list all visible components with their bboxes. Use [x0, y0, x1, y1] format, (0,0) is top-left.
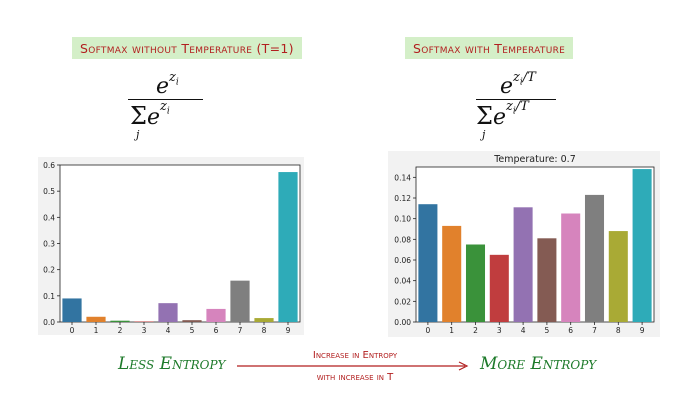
x-tick-label: 5: [545, 326, 550, 335]
arrow-caption-bottom: with increase in T: [316, 372, 394, 383]
bar-8: [608, 231, 628, 322]
chart-panel-with-temperature: Temperature: 0.7 0.00 0.02 0.04 0.06 0.08 0.10…: [388, 151, 660, 337]
x-tick-label: 1: [449, 326, 454, 335]
bar-3: [134, 321, 154, 322]
y-tick-label: 0.06: [394, 256, 411, 265]
bar-3: [489, 254, 509, 322]
bar-6: [206, 308, 226, 322]
x-tick-label: 0: [426, 326, 431, 335]
formula-denominator: Σezi/T j: [476, 98, 529, 141]
y-tick-label: 0.2: [43, 266, 55, 275]
x-tick-label: 4: [166, 326, 171, 335]
arrow-caption-top: Increase in Entropy: [312, 350, 398, 361]
banner-softmax-with-temperature: Softmax with Temperature: [405, 37, 574, 59]
bar-8: [254, 318, 274, 322]
bar-chart-without-temperature: 0.0 0.1 0.2 0.3 0.4 0.5 0.6 0 1 2 3 4 5 6 7 8 9: [43, 161, 301, 335]
bar-4: [513, 207, 533, 322]
y-tick-label: 0.14: [394, 173, 411, 182]
x-tick-label: 9: [286, 326, 291, 335]
formula-fraction-bar: [476, 99, 556, 100]
x-tick-label: 8: [262, 326, 267, 335]
bar-9: [632, 169, 652, 322]
x-tick-label: 2: [118, 326, 123, 335]
entropy-arrow: [237, 361, 469, 371]
less-entropy-label: Less Entropy: [118, 354, 226, 374]
bar-2: [110, 320, 130, 322]
banner-softmax-without-temperature: Softmax without Temperature (T=1): [72, 37, 302, 59]
formula-numerator: ezi: [156, 69, 179, 99]
bar-5: [537, 238, 557, 322]
bar-1: [86, 316, 106, 322]
bar-0: [62, 298, 82, 322]
x-tick-label: 6: [568, 326, 573, 335]
x-tick-label: 6: [214, 326, 219, 335]
formula-softmax-temperature: ezi/T Σezi/T j: [470, 66, 570, 146]
plot-area: [59, 164, 301, 323]
y-tick-label: 0.02: [394, 297, 411, 306]
bar-0: [418, 204, 438, 322]
x-tick-label: 3: [497, 326, 502, 335]
x-tick-label: 5: [190, 326, 195, 335]
formula-softmax: ezi Σezi j: [118, 66, 218, 146]
y-tick-label: 0.4: [43, 213, 55, 222]
more-entropy-label: More Entropy: [480, 354, 597, 374]
bar-2: [465, 244, 486, 322]
x-tick-label: 7: [592, 326, 597, 335]
y-tick-label: 0.12: [394, 194, 411, 203]
bar-6: [561, 213, 581, 322]
chart-panel-without-temperature: 0.0 0.1 0.2 0.3 0.4 0.5 0.6 0 1 2 3 4 5 6 7 8 9: [38, 157, 304, 335]
y-tick-label: 0.0: [43, 318, 55, 327]
bar-5: [182, 320, 202, 322]
x-tick-label: 7: [238, 326, 243, 335]
x-tick-label: 9: [640, 326, 645, 335]
x-tick-label: 2: [473, 326, 478, 335]
formula-fraction-bar: [128, 99, 203, 100]
y-tick-label: 0.3: [43, 240, 55, 249]
bar-9: [278, 172, 298, 322]
bar-7: [230, 280, 250, 322]
x-tick-label: 1: [94, 326, 99, 335]
y-tick-label: 0.6: [43, 161, 55, 170]
x-tick-label: 8: [616, 326, 621, 335]
x-tick-label: 4: [521, 326, 526, 335]
x-tick-label: 0: [70, 326, 75, 335]
bar-chart-with-temperature: Temperature: 0.7 0.00 0.02 0.04 0.06 0.08 0.10…: [394, 154, 655, 335]
y-tick-label: 0.00: [394, 318, 411, 327]
formula-denominator: Σezi j: [130, 98, 170, 141]
chart-title: Temperature: 0.7: [493, 154, 576, 165]
y-tick-label: 0.04: [394, 277, 411, 286]
y-tick-label: 0.08: [394, 235, 411, 244]
bar-7: [584, 194, 605, 322]
formula-numerator: ezi/T: [500, 69, 536, 99]
x-tick-label: 3: [142, 326, 147, 335]
bar-1: [442, 225, 462, 322]
y-tick-label: 0.10: [394, 215, 411, 224]
y-tick-label: 0.1: [43, 292, 55, 301]
y-tick-label: 0.5: [43, 187, 55, 196]
bar-4: [158, 303, 178, 322]
